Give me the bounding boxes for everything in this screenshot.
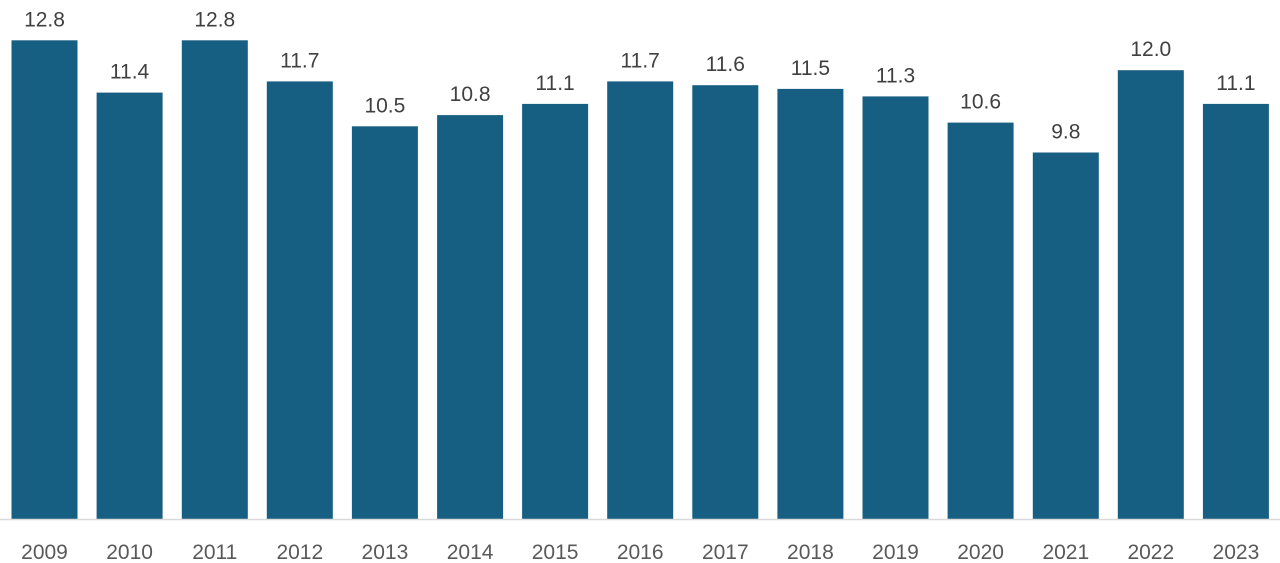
x-tick-label-2010: 2010	[106, 541, 153, 563]
x-tick-label-2021: 2021	[1042, 541, 1089, 563]
value-label-2015: 11.1	[535, 72, 574, 95]
value-labels-layer: 12.8 11.4 12.8 11.7 10.5 10.8 11.1 11.7 11.6 11.5…	[24, 8, 1256, 143]
x-tick-label-2013: 2013	[362, 541, 409, 563]
value-label-2016: 11.7	[621, 49, 660, 72]
bar-2013	[351, 126, 418, 520]
value-label-2023: 11.1	[1216, 72, 1255, 95]
tick-labels-layer: 2009 2010 2011 2012 2013 2014 2015 2016 2017 2018…	[21, 541, 1259, 563]
value-label-2017: 11.6	[706, 53, 745, 76]
x-tick-label-2023: 2023	[1213, 541, 1260, 563]
value-label-2022: 12.0	[1130, 38, 1171, 61]
value-label-2018: 11.5	[791, 57, 830, 80]
bar-2023	[1202, 103, 1269, 520]
value-label-2014: 10.8	[450, 83, 491, 106]
bar-2020	[947, 122, 1014, 519]
bar-2011	[181, 40, 248, 520]
value-label-2020: 10.6	[960, 91, 1001, 114]
x-tick-label-2022: 2022	[1127, 541, 1174, 563]
x-tick-label-2014: 2014	[447, 541, 494, 563]
value-label-2021: 9.8	[1051, 121, 1080, 144]
bar-2009	[11, 40, 78, 520]
bar-2017	[692, 85, 759, 519]
x-tick-label-2015: 2015	[532, 541, 579, 563]
value-label-2019: 11.3	[876, 64, 915, 87]
x-tick-label-2018: 2018	[787, 541, 834, 563]
bar-2021	[1032, 152, 1099, 519]
value-label-2009: 12.8	[24, 8, 65, 31]
x-tick-label-2016: 2016	[617, 541, 664, 563]
bar-2015	[522, 103, 589, 520]
value-label-2010: 11.4	[110, 61, 150, 84]
x-tick-label-2020: 2020	[957, 541, 1004, 563]
bar-2014	[437, 115, 504, 519]
x-tick-label-2012: 2012	[276, 541, 323, 563]
bar-2018	[777, 88, 844, 520]
bar-2022	[1117, 70, 1184, 519]
value-label-2013: 10.5	[364, 94, 405, 117]
value-label-2011: 12.8	[194, 8, 235, 31]
x-tick-label-2017: 2017	[702, 541, 749, 563]
bars-layer	[11, 40, 1269, 520]
bar-2016	[607, 81, 674, 520]
x-tick-label-2009: 2009	[21, 541, 68, 563]
x-tick-label-2011: 2011	[192, 541, 237, 563]
value-label-2012: 11.7	[280, 49, 319, 72]
bar-2019	[862, 96, 929, 520]
bar-2010	[96, 92, 163, 519]
x-tick-label-2019: 2019	[872, 541, 919, 563]
bar-2012	[266, 81, 333, 520]
